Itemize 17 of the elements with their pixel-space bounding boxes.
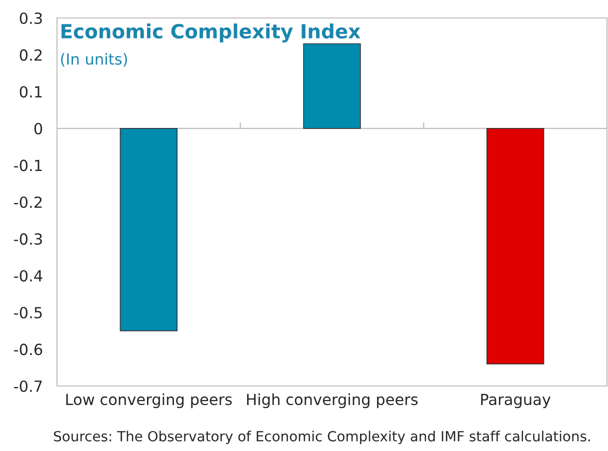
x-tick-label: Low converging peers <box>66 393 232 408</box>
x-tick-label: Paraguay <box>481 394 551 408</box>
y-tick-label: 0.3 <box>20 12 42 24</box>
x-tick-label: High converging peers <box>247 393 418 408</box>
y-tick-label: -0.5 <box>14 306 42 318</box>
text: (In units) <box>61 52 127 67</box>
chart-title: Economic Complexity Index <box>62 24 360 42</box>
y-tick-label: 0.2 <box>20 49 42 61</box>
y-tick-label: -0.2 <box>14 196 42 208</box>
y-tick-label: -0.7 <box>14 380 42 392</box>
source-note: Sources: The Observatory of Economic Complexity and IMF staff calculations. <box>54 430 590 444</box>
y-tick-label: -0.4 <box>14 270 42 282</box>
y-tick-label: -0.3 <box>14 233 42 245</box>
y-tick-label: 0.1 <box>20 86 42 98</box>
y-tick-label: -0.1 <box>14 160 42 172</box>
y-tick-label: 0 <box>34 122 42 134</box>
y-tick-label: -0.6 <box>14 344 42 356</box>
